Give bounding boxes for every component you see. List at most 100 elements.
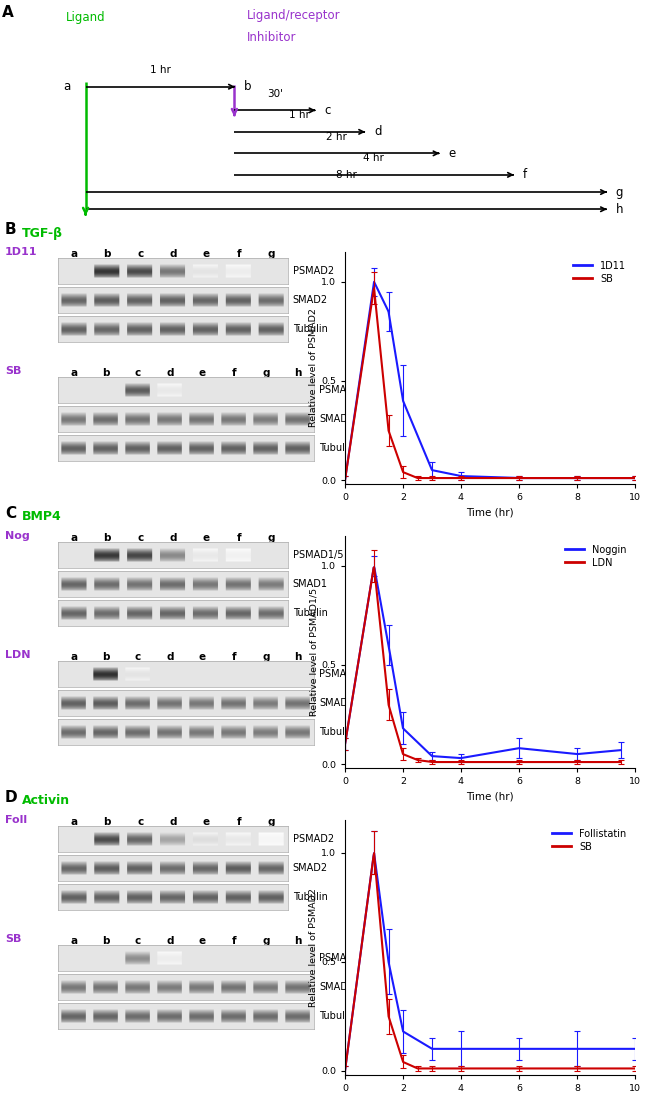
Text: Foll: Foll bbox=[5, 815, 27, 825]
Text: a: a bbox=[70, 368, 77, 378]
Text: d: d bbox=[374, 125, 382, 138]
Text: h: h bbox=[294, 935, 302, 945]
Y-axis label: Relative level of PSMAD1/5: Relative level of PSMAD1/5 bbox=[309, 587, 318, 716]
Text: d: d bbox=[166, 368, 174, 378]
Text: SB: SB bbox=[5, 366, 21, 376]
Text: SMAD2: SMAD2 bbox=[292, 295, 328, 305]
Text: a: a bbox=[71, 817, 78, 827]
Legend: 1D11, SB: 1D11, SB bbox=[569, 257, 630, 288]
Text: c: c bbox=[324, 104, 331, 116]
Text: Tubulin: Tubulin bbox=[292, 324, 328, 334]
Text: d: d bbox=[169, 533, 177, 542]
Text: BMP4: BMP4 bbox=[22, 511, 62, 524]
Y-axis label: Relative level of PSMAD2: Relative level of PSMAD2 bbox=[309, 888, 318, 1007]
Text: A: A bbox=[2, 5, 14, 20]
Text: f: f bbox=[237, 249, 241, 259]
Text: PSMAD1/5: PSMAD1/5 bbox=[292, 550, 343, 560]
Text: SMAD1: SMAD1 bbox=[292, 579, 328, 589]
Text: f: f bbox=[231, 652, 237, 662]
Text: SMAD2: SMAD2 bbox=[319, 982, 354, 991]
Text: h: h bbox=[294, 652, 302, 662]
Y-axis label: Relative level of PSMAD2: Relative level of PSMAD2 bbox=[309, 309, 318, 427]
Text: c: c bbox=[137, 533, 143, 542]
Text: 8 hr: 8 hr bbox=[335, 170, 356, 180]
Text: d: d bbox=[169, 249, 177, 259]
Text: Nog: Nog bbox=[5, 531, 30, 541]
Text: g: g bbox=[268, 817, 276, 827]
Text: b: b bbox=[102, 652, 110, 662]
Text: c: c bbox=[135, 652, 141, 662]
Text: LDN: LDN bbox=[5, 650, 31, 660]
Legend: Follistatin, SB: Follistatin, SB bbox=[548, 825, 630, 855]
Text: TGF-β: TGF-β bbox=[22, 226, 63, 239]
Text: 4 hr: 4 hr bbox=[363, 153, 384, 163]
Text: b: b bbox=[102, 368, 110, 378]
Text: PSMAD1/5: PSMAD1/5 bbox=[319, 669, 370, 679]
Text: f: f bbox=[237, 817, 241, 827]
Text: Tubulin: Tubulin bbox=[292, 892, 328, 901]
Text: f: f bbox=[231, 935, 237, 945]
Text: 1 hr: 1 hr bbox=[150, 65, 170, 75]
Text: Ligand/receptor: Ligand/receptor bbox=[247, 9, 341, 22]
Text: SB: SB bbox=[5, 934, 21, 944]
Legend: Noggin, LDN: Noggin, LDN bbox=[561, 541, 630, 572]
Text: b: b bbox=[102, 935, 110, 945]
Text: g: g bbox=[268, 533, 276, 542]
Text: PSMAD2: PSMAD2 bbox=[319, 953, 360, 963]
Text: g: g bbox=[268, 249, 276, 259]
Text: C: C bbox=[5, 506, 16, 520]
Text: a: a bbox=[70, 935, 77, 945]
Text: c: c bbox=[137, 249, 143, 259]
Text: 1D11: 1D11 bbox=[5, 247, 38, 257]
Text: a: a bbox=[70, 652, 77, 662]
Text: h: h bbox=[294, 368, 302, 378]
Text: g: g bbox=[262, 935, 270, 945]
Text: 1 hr: 1 hr bbox=[289, 110, 310, 120]
Text: B: B bbox=[5, 222, 17, 237]
Text: a: a bbox=[63, 80, 70, 93]
Text: SMAD2: SMAD2 bbox=[319, 414, 354, 424]
Text: Tubulin: Tubulin bbox=[319, 1011, 354, 1021]
Text: PSMAD2: PSMAD2 bbox=[319, 385, 360, 395]
Text: e: e bbox=[202, 533, 209, 542]
Text: SMAD1: SMAD1 bbox=[319, 698, 354, 708]
Text: h: h bbox=[616, 203, 623, 215]
Text: D: D bbox=[5, 789, 18, 805]
Text: e: e bbox=[202, 817, 209, 827]
Text: 30': 30' bbox=[266, 89, 283, 99]
X-axis label: Time (hr): Time (hr) bbox=[466, 507, 514, 517]
Text: Tubulin: Tubulin bbox=[292, 608, 328, 618]
Text: d: d bbox=[169, 817, 177, 827]
Text: b: b bbox=[103, 533, 111, 542]
Text: g: g bbox=[616, 186, 623, 199]
Text: SMAD2: SMAD2 bbox=[292, 863, 328, 873]
Text: e: e bbox=[448, 147, 456, 160]
Text: f: f bbox=[523, 168, 526, 181]
Text: Activin: Activin bbox=[22, 795, 70, 807]
Text: PSMAD2: PSMAD2 bbox=[292, 834, 333, 844]
Text: b: b bbox=[103, 817, 111, 827]
Text: c: c bbox=[135, 368, 141, 378]
Text: Tubulin: Tubulin bbox=[319, 442, 354, 453]
Text: e: e bbox=[198, 935, 205, 945]
X-axis label: Time (hr): Time (hr) bbox=[466, 792, 514, 802]
Text: e: e bbox=[198, 368, 205, 378]
Text: e: e bbox=[198, 652, 205, 662]
Text: c: c bbox=[135, 935, 141, 945]
Text: e: e bbox=[202, 249, 209, 259]
Text: Inhibitor: Inhibitor bbox=[247, 31, 296, 44]
Text: c: c bbox=[137, 817, 143, 827]
Text: a: a bbox=[71, 249, 78, 259]
Text: d: d bbox=[166, 935, 174, 945]
Text: b: b bbox=[103, 249, 111, 259]
Text: b: b bbox=[244, 80, 251, 93]
Text: a: a bbox=[71, 533, 78, 542]
Text: g: g bbox=[262, 368, 270, 378]
Text: Ligand: Ligand bbox=[66, 11, 105, 24]
Text: d: d bbox=[166, 652, 174, 662]
Text: f: f bbox=[231, 368, 237, 378]
Text: PSMAD2: PSMAD2 bbox=[292, 266, 333, 276]
Text: g: g bbox=[262, 652, 270, 662]
Text: Tubulin: Tubulin bbox=[319, 727, 354, 737]
Text: 2 hr: 2 hr bbox=[326, 132, 347, 142]
